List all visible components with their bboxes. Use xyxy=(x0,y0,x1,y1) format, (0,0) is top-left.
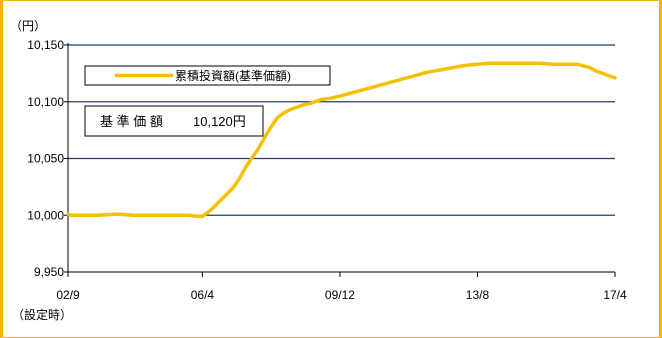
x-first-note: （設定時） xyxy=(12,307,72,322)
x-tick-label: 02/9 xyxy=(56,288,80,302)
x-tick-label: 17/4 xyxy=(603,288,627,302)
y-tick-label: 10,050 xyxy=(27,152,64,166)
nav-info-frame xyxy=(84,105,264,137)
y-tick-label: 10,000 xyxy=(27,208,64,222)
y-tick-label: 10,100 xyxy=(27,95,64,109)
x-tick-label: 09/12 xyxy=(325,288,355,302)
y-tick-label: 10,150 xyxy=(27,38,64,52)
y-axis-unit-label: （円） xyxy=(10,19,46,33)
x-tick-label: 06/4 xyxy=(191,288,215,302)
series-line-cumulative-nav xyxy=(66,61,617,219)
x-tick-label: 13/8 xyxy=(466,288,490,302)
legend-box xyxy=(84,65,331,86)
nav-info-value: 10,120円 xyxy=(193,114,246,129)
nav-info-label: 基 準 価 額 xyxy=(100,114,163,129)
nav-info-box: 基 準 価 額 10,120円 xyxy=(84,105,264,137)
legend-entry-label: 累積投資額(基準価額) xyxy=(175,68,291,83)
y-tick-label: 9,950 xyxy=(34,265,64,279)
legend: 累積投資額(基準価額) xyxy=(84,65,331,86)
